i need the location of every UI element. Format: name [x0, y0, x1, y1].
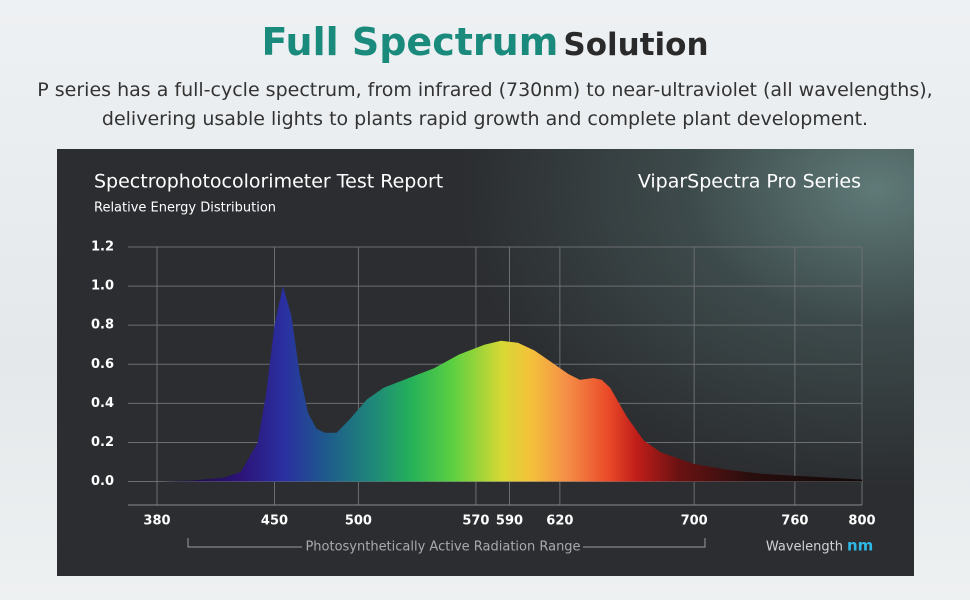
- x-axis-unit: nm: [847, 537, 873, 555]
- x-tick-label: 590: [496, 514, 523, 529]
- y-tick-label: 0.8: [91, 318, 114, 333]
- brand: ViparSpectra Pro Series: [638, 171, 861, 193]
- x-axis-label: Wavelength: [766, 540, 843, 555]
- description: delivering usable lights to plants rapid…: [101, 108, 869, 130]
- x-tick-label: 570: [462, 514, 489, 529]
- y-tick-label: 0.0: [91, 474, 114, 489]
- description: P series has a full-cycle spectrum, from…: [37, 79, 933, 101]
- y-tick-label: 0.6: [91, 357, 114, 372]
- annotation: Photosynthetically Active Radiation Rang…: [305, 540, 580, 555]
- chart-subtitle: Relative Energy Distribution: [94, 201, 276, 216]
- y-tick-label: 1.0: [91, 279, 114, 294]
- y-tick-label: 1.2: [91, 240, 114, 255]
- header: Full Spectrum Solution: [0, 20, 970, 64]
- spectrum-area: [157, 286, 862, 482]
- y-tick-label: 0.4: [91, 396, 114, 411]
- title-highlight: Full Spectrum: [261, 20, 559, 64]
- y-tick-label: 0.2: [91, 435, 114, 450]
- x-tick-label: 620: [546, 514, 573, 529]
- x-tick-label: 760: [781, 514, 808, 529]
- x-tick-label: 800: [848, 514, 875, 529]
- x-tick-label: 380: [143, 514, 170, 529]
- title-rest: Solution: [563, 27, 709, 63]
- par-bracket: [187, 538, 706, 548]
- x-tick-label: 450: [261, 514, 288, 529]
- x-tick-label: 500: [345, 514, 372, 529]
- chart-title: Spectrophotocolorimeter Test Report: [94, 171, 443, 193]
- x-tick-label: 700: [681, 514, 708, 529]
